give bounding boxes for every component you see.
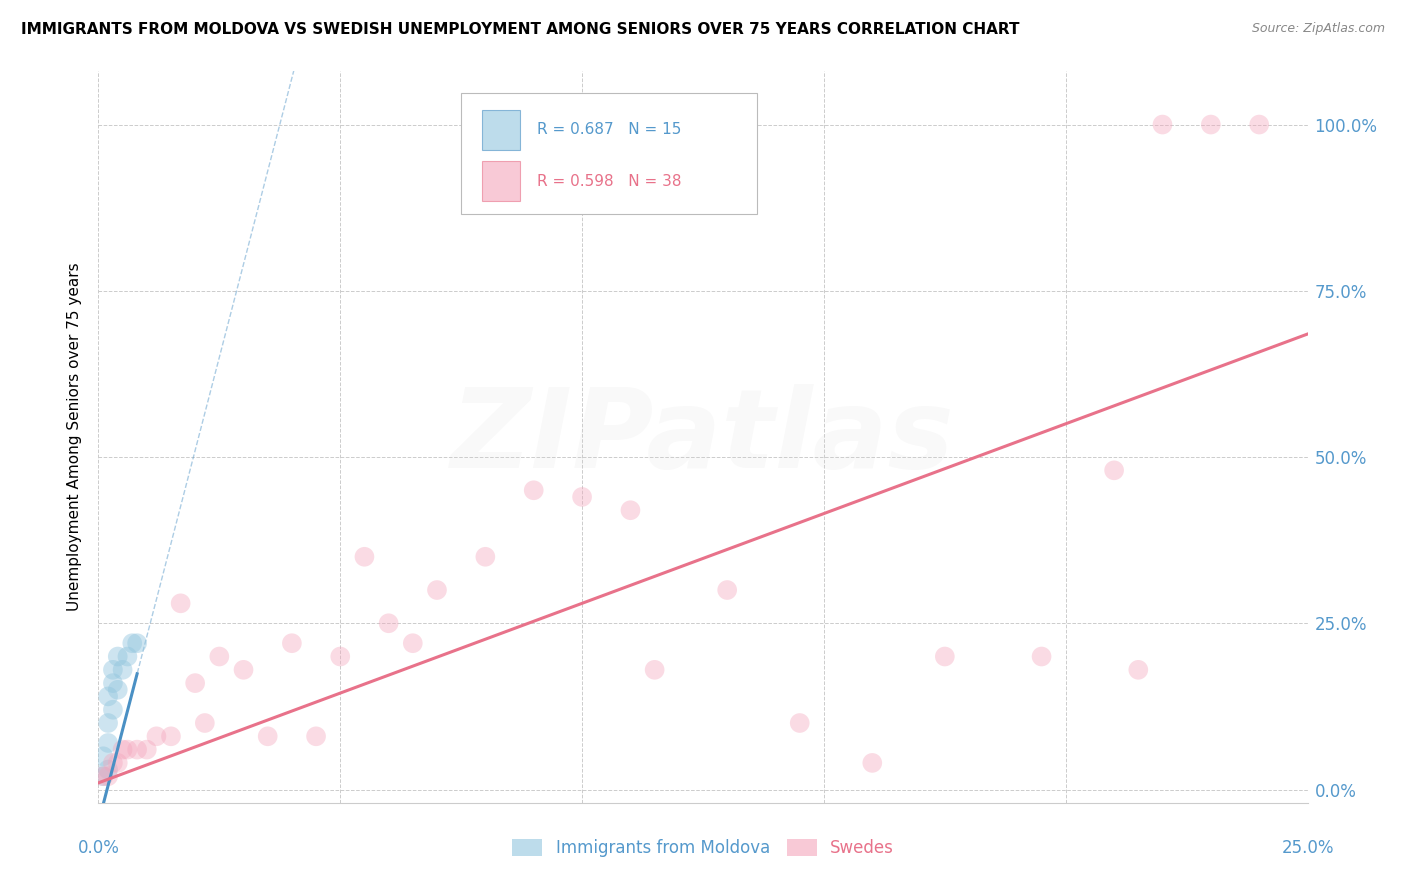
Point bbox=[111, 663, 134, 677]
Point bbox=[426, 582, 449, 597]
Point bbox=[1031, 649, 1053, 664]
Point bbox=[169, 596, 191, 610]
Legend: Immigrants from Moldova, Swedes: Immigrants from Moldova, Swedes bbox=[506, 832, 900, 864]
Point bbox=[101, 676, 124, 690]
Point bbox=[329, 649, 352, 664]
Point bbox=[644, 663, 666, 677]
Point bbox=[107, 682, 129, 697]
Point bbox=[111, 742, 134, 756]
Point bbox=[232, 663, 254, 677]
Point bbox=[1152, 118, 1174, 132]
Point bbox=[97, 736, 120, 750]
Text: IMMIGRANTS FROM MOLDOVA VS SWEDISH UNEMPLOYMENT AMONG SENIORS OVER 75 YEARS CORR: IMMIGRANTS FROM MOLDOVA VS SWEDISH UNEMP… bbox=[21, 22, 1019, 37]
Point bbox=[1102, 463, 1125, 477]
Point bbox=[135, 742, 157, 756]
Point bbox=[107, 649, 129, 664]
Point bbox=[402, 636, 425, 650]
FancyBboxPatch shape bbox=[461, 94, 758, 214]
Point bbox=[91, 769, 114, 783]
Point bbox=[145, 729, 167, 743]
Point bbox=[353, 549, 375, 564]
Point bbox=[101, 663, 124, 677]
Point bbox=[127, 636, 149, 650]
Point bbox=[571, 490, 593, 504]
Point bbox=[934, 649, 956, 664]
Point bbox=[117, 742, 139, 756]
Text: Source: ZipAtlas.com: Source: ZipAtlas.com bbox=[1251, 22, 1385, 36]
Point bbox=[184, 676, 207, 690]
Text: 25.0%: 25.0% bbox=[1281, 839, 1334, 857]
Point bbox=[101, 703, 124, 717]
Bar bbox=[482, 110, 520, 150]
Point bbox=[91, 749, 114, 764]
Point bbox=[256, 729, 278, 743]
Point bbox=[97, 716, 120, 731]
Point bbox=[194, 716, 217, 731]
Point bbox=[474, 549, 496, 564]
Text: R = 0.687   N = 15: R = 0.687 N = 15 bbox=[537, 122, 682, 137]
Point bbox=[860, 756, 883, 770]
Point bbox=[97, 690, 120, 704]
Point bbox=[1199, 118, 1222, 132]
Point bbox=[117, 649, 139, 664]
Point bbox=[377, 616, 399, 631]
Y-axis label: Unemployment Among Seniors over 75 years: Unemployment Among Seniors over 75 years bbox=[67, 263, 83, 611]
Text: 0.0%: 0.0% bbox=[77, 839, 120, 857]
Point bbox=[523, 483, 546, 498]
Point bbox=[716, 582, 738, 597]
Point bbox=[619, 503, 641, 517]
Point bbox=[107, 756, 129, 770]
Point bbox=[281, 636, 304, 650]
Point bbox=[97, 763, 120, 777]
Point bbox=[208, 649, 231, 664]
Point bbox=[101, 756, 124, 770]
Point bbox=[789, 716, 811, 731]
Text: ZIPatlas: ZIPatlas bbox=[451, 384, 955, 491]
Point bbox=[160, 729, 183, 743]
Bar bbox=[482, 161, 520, 202]
Point bbox=[127, 742, 149, 756]
Point bbox=[91, 769, 114, 783]
Point bbox=[1249, 118, 1271, 132]
Point bbox=[97, 769, 120, 783]
Text: R = 0.598   N = 38: R = 0.598 N = 38 bbox=[537, 174, 682, 188]
Point bbox=[305, 729, 328, 743]
Point bbox=[121, 636, 143, 650]
Point bbox=[1128, 663, 1150, 677]
